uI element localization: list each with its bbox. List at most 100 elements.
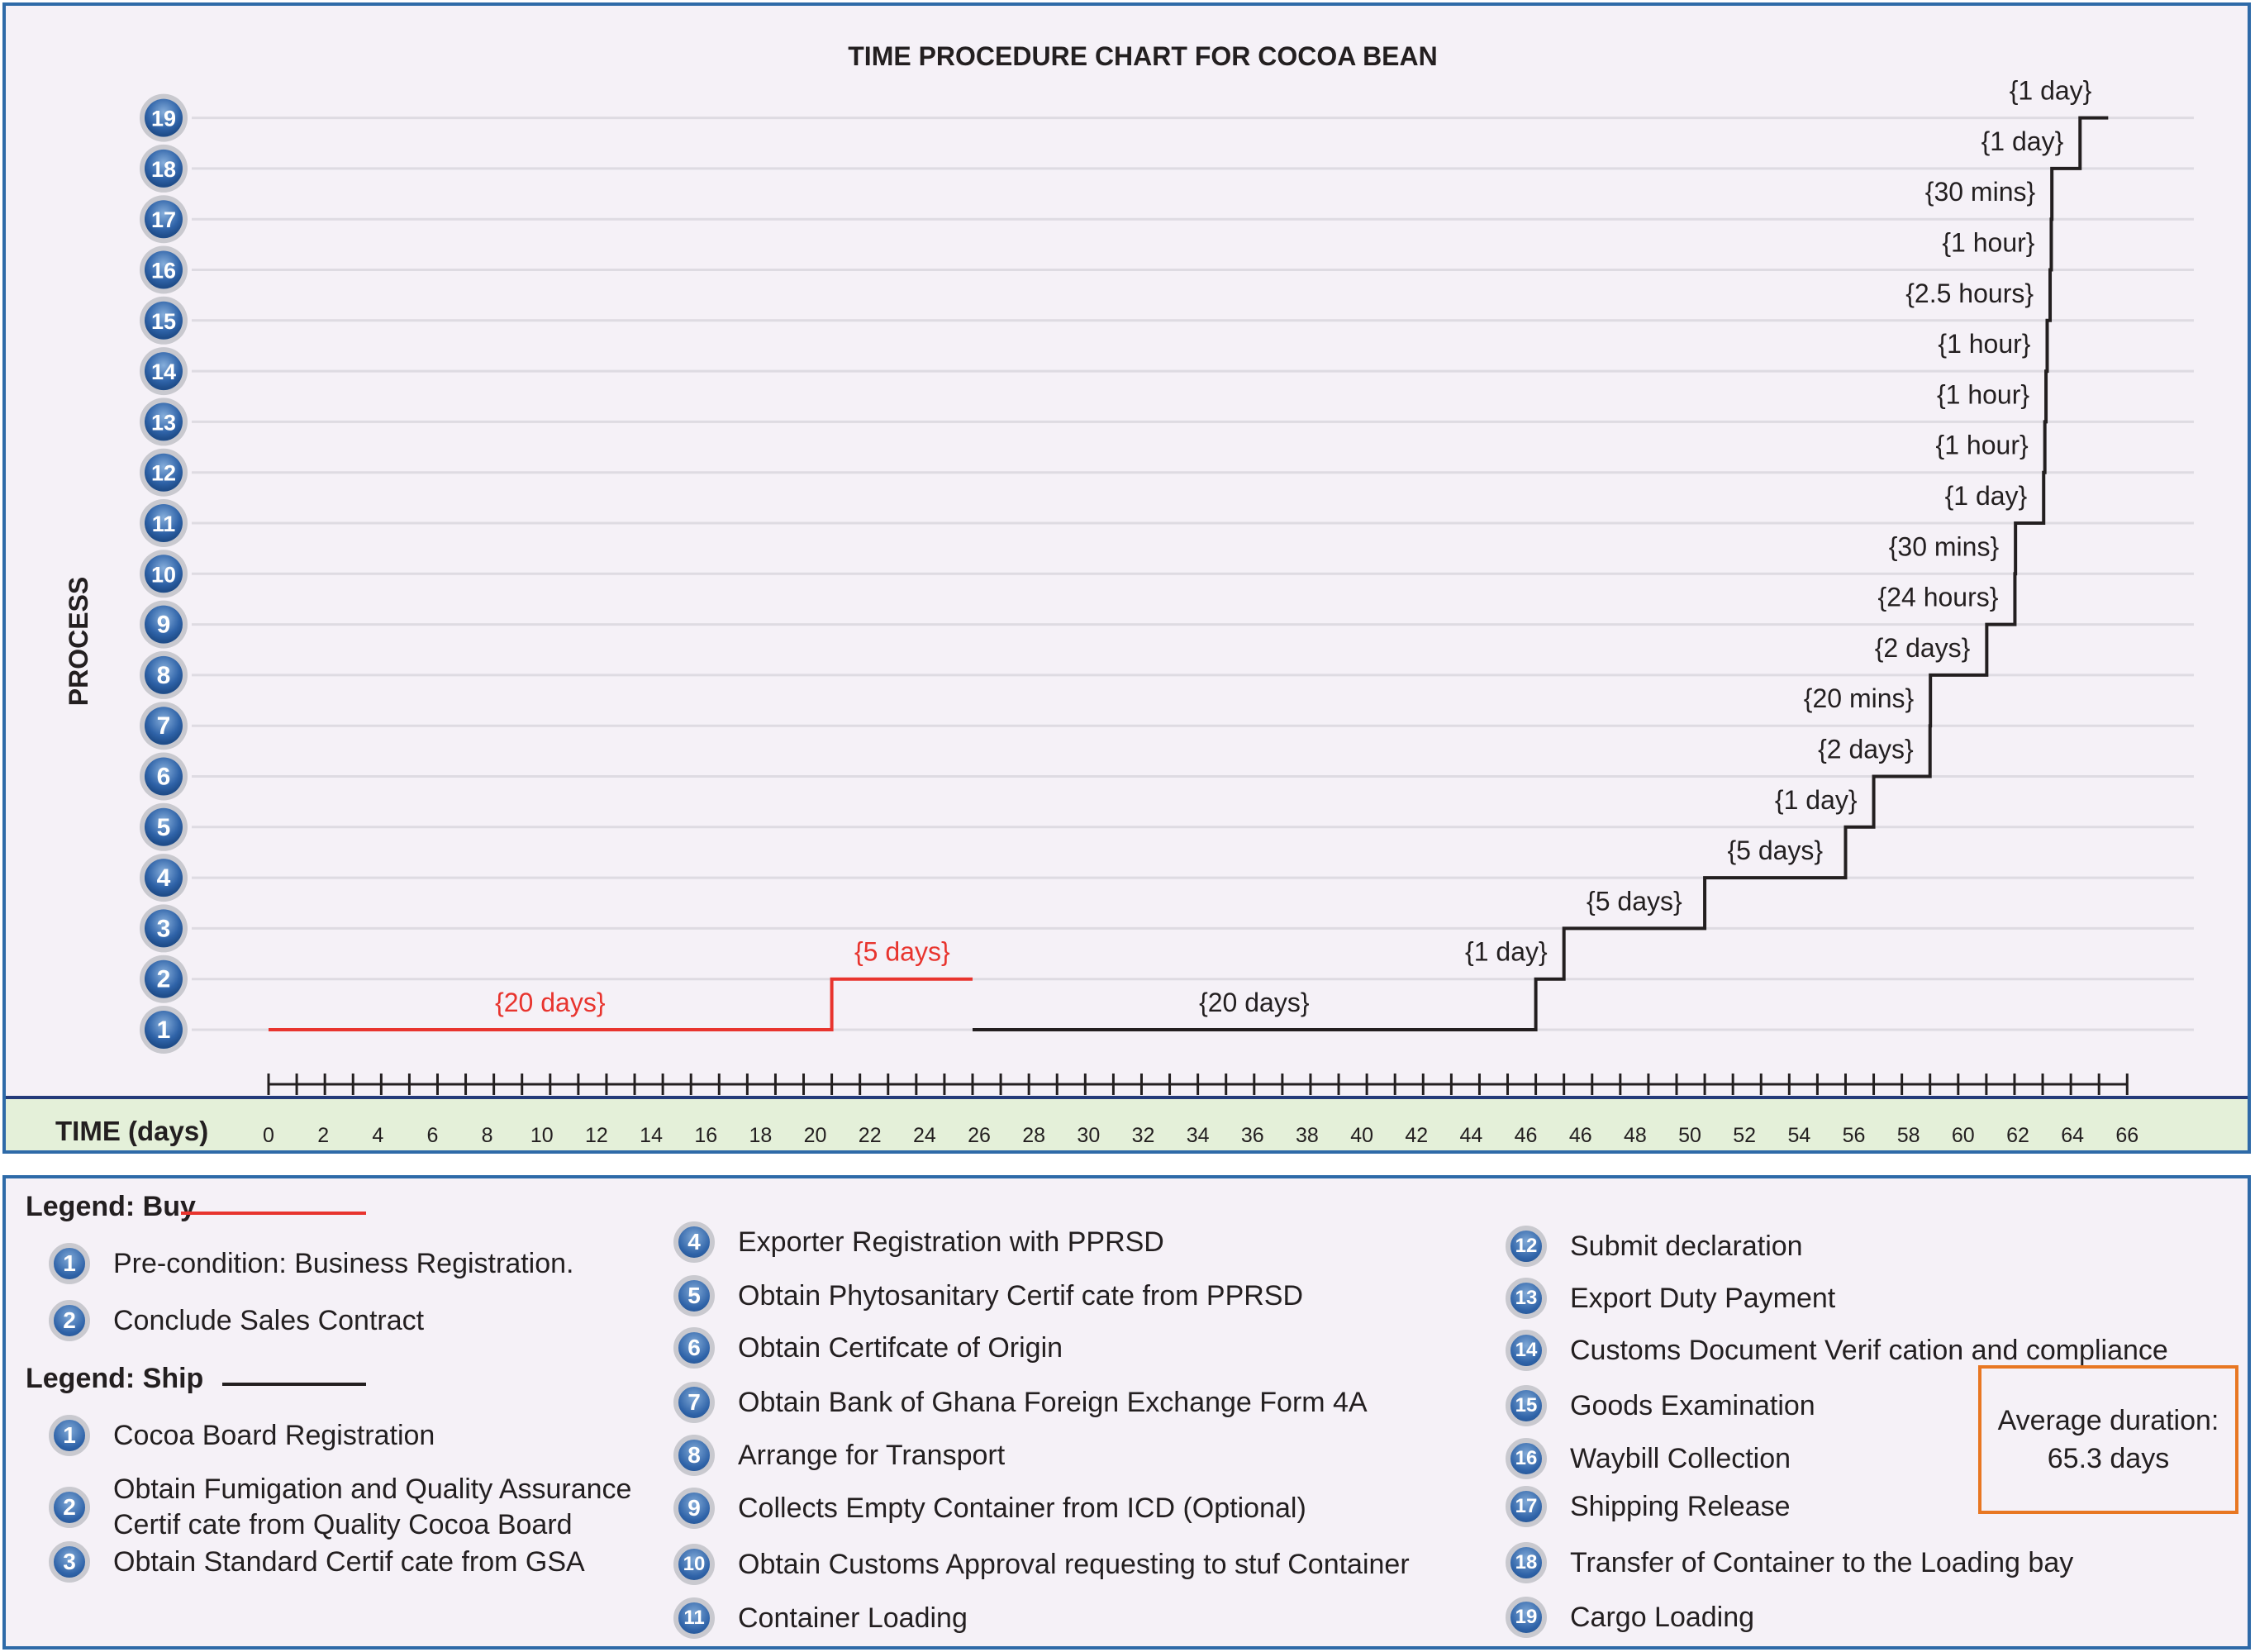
x-tick-label: 16 bbox=[694, 1124, 717, 1147]
x-tick-label: 38 bbox=[1296, 1124, 1319, 1147]
y-tick-label: 14 bbox=[151, 359, 176, 384]
duration-label: {1 day} bbox=[1981, 126, 2064, 156]
x-tick-label: 36 bbox=[1241, 1124, 1264, 1147]
series-lines bbox=[269, 116, 2109, 1031]
x-tick-label: 60 bbox=[1952, 1124, 1975, 1147]
y-tick-badge bbox=[145, 453, 183, 492]
step-number-badge: 18 bbox=[1506, 1542, 1547, 1583]
step-number-badge: 2 bbox=[49, 1487, 90, 1528]
y-tick-label: 10 bbox=[151, 562, 176, 587]
x-tick-label: 20 bbox=[804, 1124, 827, 1147]
duration-label: {5 days} bbox=[1587, 886, 1682, 916]
x-tick-label: 6 bbox=[427, 1124, 439, 1147]
y-tick-label: 15 bbox=[151, 309, 176, 334]
y-tick-badge bbox=[145, 707, 183, 745]
y-tick-badge bbox=[145, 555, 183, 593]
time-axis-band bbox=[6, 1097, 2248, 1150]
duration-label: {1 hour} bbox=[1938, 329, 2030, 359]
x-axis-label: TIME (days) bbox=[55, 1116, 208, 1146]
duration-label: {2 days} bbox=[1818, 735, 1914, 764]
legend-item: 14 Customs Document Verif cation and comp… bbox=[1506, 1330, 2168, 1371]
duration-label: {5 days} bbox=[1727, 836, 1823, 865]
duration-label: {1 day} bbox=[1775, 785, 1858, 815]
legend-buy-title: Legend: Buy bbox=[26, 1191, 196, 1222]
y-tick-badge bbox=[145, 200, 183, 239]
legend-item: 5 Obtain Phytosanitary Certif cate from P… bbox=[673, 1275, 1303, 1316]
legend-item: 4 Exporter Registration with PPRSD bbox=[673, 1221, 1164, 1263]
y-tick-label: 19 bbox=[151, 107, 176, 131]
legend-item-label: Pre-condition: Business Registration. bbox=[113, 1247, 574, 1279]
legend-item-label: Customs Document Verif cation and compli… bbox=[1570, 1334, 2168, 1366]
y-tick-badge bbox=[145, 1011, 183, 1049]
y-tick-label: 16 bbox=[151, 259, 176, 283]
legend-item: 1 Pre-condition: Business Registration. bbox=[49, 1243, 574, 1284]
legend-item-label: Obtain Standard Certif cate from GSA bbox=[113, 1545, 585, 1578]
x-tick-label: 48 bbox=[1624, 1124, 1647, 1147]
step-number-badge: 6 bbox=[673, 1327, 715, 1369]
duration-labels: {20 days} {5 days} {20 days} {1 day} {5 days… bbox=[495, 76, 2092, 1017]
legend-item: 16 Waybill Collection bbox=[1506, 1438, 1791, 1479]
legend-item-label: Cargo Loading bbox=[1570, 1601, 1755, 1633]
duration-label: {24 hours} bbox=[1878, 583, 1999, 612]
step-number-badge: 9 bbox=[673, 1488, 715, 1529]
step-number-badge: 8 bbox=[673, 1435, 715, 1476]
legend-item-label: Obtain Phytosanitary Certif cate from PP… bbox=[738, 1279, 1304, 1312]
legend-item: 1 Cocoa Board Registration bbox=[49, 1415, 435, 1456]
legend-item: 13 Export Duty Payment bbox=[1506, 1278, 1835, 1319]
legend-item: 3 Obtain Standard Certif cate from GSA bbox=[49, 1541, 585, 1583]
y-tick-badge bbox=[145, 301, 183, 340]
step-number-badge: 2 bbox=[49, 1300, 90, 1341]
y-tick-badge bbox=[145, 98, 183, 137]
legend-item: 8 Arrange for Transport bbox=[673, 1435, 1005, 1476]
y-tick-label: 12 bbox=[151, 461, 176, 486]
x-tick-label: 44 bbox=[1460, 1124, 1483, 1147]
x-tick-label: 64 bbox=[2061, 1124, 2084, 1147]
step-number-badge: 10 bbox=[673, 1544, 715, 1585]
step-number-badge: 15 bbox=[1506, 1385, 1547, 1426]
legend-item-label: Obtain Certifcate of Origin bbox=[738, 1331, 1063, 1364]
legend-item-label: Export Duty Payment bbox=[1570, 1282, 1836, 1314]
x-tick-label: 56 bbox=[1843, 1124, 1866, 1147]
legend-item: 12 Submit declaration bbox=[1506, 1226, 1803, 1267]
y-tick-badge bbox=[145, 859, 183, 897]
duration-label: {5 days} bbox=[854, 937, 950, 967]
x-tick-label: 18 bbox=[749, 1124, 772, 1147]
x-tick-label: 12 bbox=[585, 1124, 608, 1147]
step-number-badge: 7 bbox=[673, 1382, 715, 1423]
legend-item-label: Conclude Sales Contract bbox=[113, 1304, 425, 1336]
duration-label: {1 hour} bbox=[1936, 431, 2029, 460]
average-duration-label: Average duration: bbox=[1997, 1405, 2219, 1436]
y-tick-label: 4 bbox=[157, 864, 171, 892]
duration-label: {1 hour} bbox=[1937, 379, 2029, 409]
x-tick-label: 50 bbox=[1678, 1124, 1701, 1147]
y-tick-badge bbox=[145, 504, 183, 542]
y-tick-badge bbox=[145, 655, 183, 694]
duration-label: {2 days} bbox=[1875, 633, 1971, 663]
x-tick-label: 66 bbox=[2115, 1124, 2138, 1147]
series-line-ship bbox=[973, 116, 2109, 1031]
legend-item: 2 Conclude Sales Contract bbox=[49, 1300, 424, 1341]
x-tick-label: 40 bbox=[1350, 1124, 1373, 1147]
duration-label: {1 day} bbox=[1945, 481, 2028, 511]
x-tick-label: 0 bbox=[263, 1124, 274, 1147]
legend-item: 17 Shipping Release bbox=[1506, 1486, 1791, 1527]
y-tick-label: 11 bbox=[152, 512, 176, 536]
step-number-badge: 1 bbox=[49, 1243, 90, 1284]
step-number-badge: 14 bbox=[1506, 1330, 1547, 1371]
duration-label: {20 mins} bbox=[1804, 683, 1915, 713]
x-tick-label: 32 bbox=[1132, 1124, 1155, 1147]
y-tick-label: 18 bbox=[151, 157, 176, 182]
x-tick-label: 54 bbox=[1787, 1124, 1810, 1147]
legend-item-label: Cocoa Board Registration bbox=[113, 1419, 435, 1451]
legend-item: 6 Obtain Certifcate of Origin bbox=[673, 1327, 1063, 1369]
legend-buy-swatch bbox=[181, 1212, 366, 1215]
legend-item-label: Obtain Customs Approval requesting to st… bbox=[738, 1548, 1410, 1580]
legend-ship-swatch bbox=[222, 1383, 366, 1386]
x-tick-label: 2 bbox=[317, 1124, 329, 1147]
legend-item-label: Transfer of Container to the Loading bay bbox=[1570, 1546, 2074, 1578]
duration-label: {1 day} bbox=[2010, 76, 2092, 106]
duration-label: {1 day} bbox=[1465, 937, 1548, 967]
y-tick-badge bbox=[145, 959, 183, 998]
step-number-badge: 3 bbox=[49, 1541, 90, 1583]
